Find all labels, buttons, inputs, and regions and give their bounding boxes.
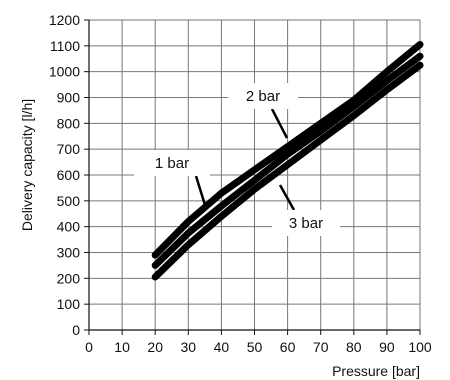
x-axis-title: Pressure [bar]	[332, 363, 420, 379]
y-axis-title: Delivery capacity [l/h]	[19, 99, 35, 231]
y-tick-label: 1100	[50, 38, 80, 54]
series-label-2: 2 bar	[228, 83, 298, 139]
series-label-text: 2 bar	[246, 88, 280, 105]
x-tick-label: 70	[313, 339, 329, 355]
y-tick-label: 1000	[49, 64, 80, 80]
x-tick-label: 40	[214, 339, 230, 355]
x-tick-label: 60	[280, 339, 296, 355]
y-tick-label: 700	[57, 141, 81, 157]
series-line-1	[151, 41, 424, 259]
x-tick-label: 80	[346, 339, 362, 355]
y-tick-label: 800	[57, 115, 81, 131]
x-tick-label: 10	[114, 339, 130, 355]
y-tick-label: 400	[57, 219, 81, 235]
y-tick-label: 900	[57, 90, 81, 106]
tick-labels: 0 10 20 30 40 50 60 70 80 90 100010020030040050060…	[49, 12, 432, 355]
x-tick-label: 0	[85, 339, 93, 355]
x-tick-label: 90	[379, 339, 395, 355]
x-tick-label: 100	[408, 339, 432, 355]
series-label-text: 1 bar	[155, 155, 189, 172]
series-label-3: 3 bar	[272, 184, 340, 236]
series-line-2	[151, 52, 424, 269]
y-tick-label: 600	[57, 167, 81, 183]
leader-line	[194, 175, 207, 206]
y-tick-label: 0	[72, 322, 80, 338]
y-tick-label: 300	[57, 245, 81, 261]
label-background	[272, 210, 340, 236]
axes	[84, 19, 421, 335]
x-tick-label: 30	[181, 339, 197, 355]
series-labels: 1 bar 2 bar 3 bar	[134, 83, 340, 236]
x-tick-label: 50	[247, 339, 263, 355]
label-background	[134, 150, 210, 176]
y-tick-label: 100	[57, 296, 81, 312]
series-group	[151, 41, 424, 281]
leader-line	[278, 184, 296, 211]
series-line-3	[151, 61, 424, 281]
label-background	[228, 83, 298, 109]
y-tick-label: 500	[57, 193, 81, 209]
y-tick-label: 200	[57, 270, 81, 286]
leader-line	[270, 108, 289, 139]
y-tick-label: 1200	[49, 12, 80, 28]
series-label-text: 3 bar	[289, 215, 323, 232]
x-tick-label: 20	[147, 339, 163, 355]
series-label-1: 1 bar	[134, 150, 210, 206]
